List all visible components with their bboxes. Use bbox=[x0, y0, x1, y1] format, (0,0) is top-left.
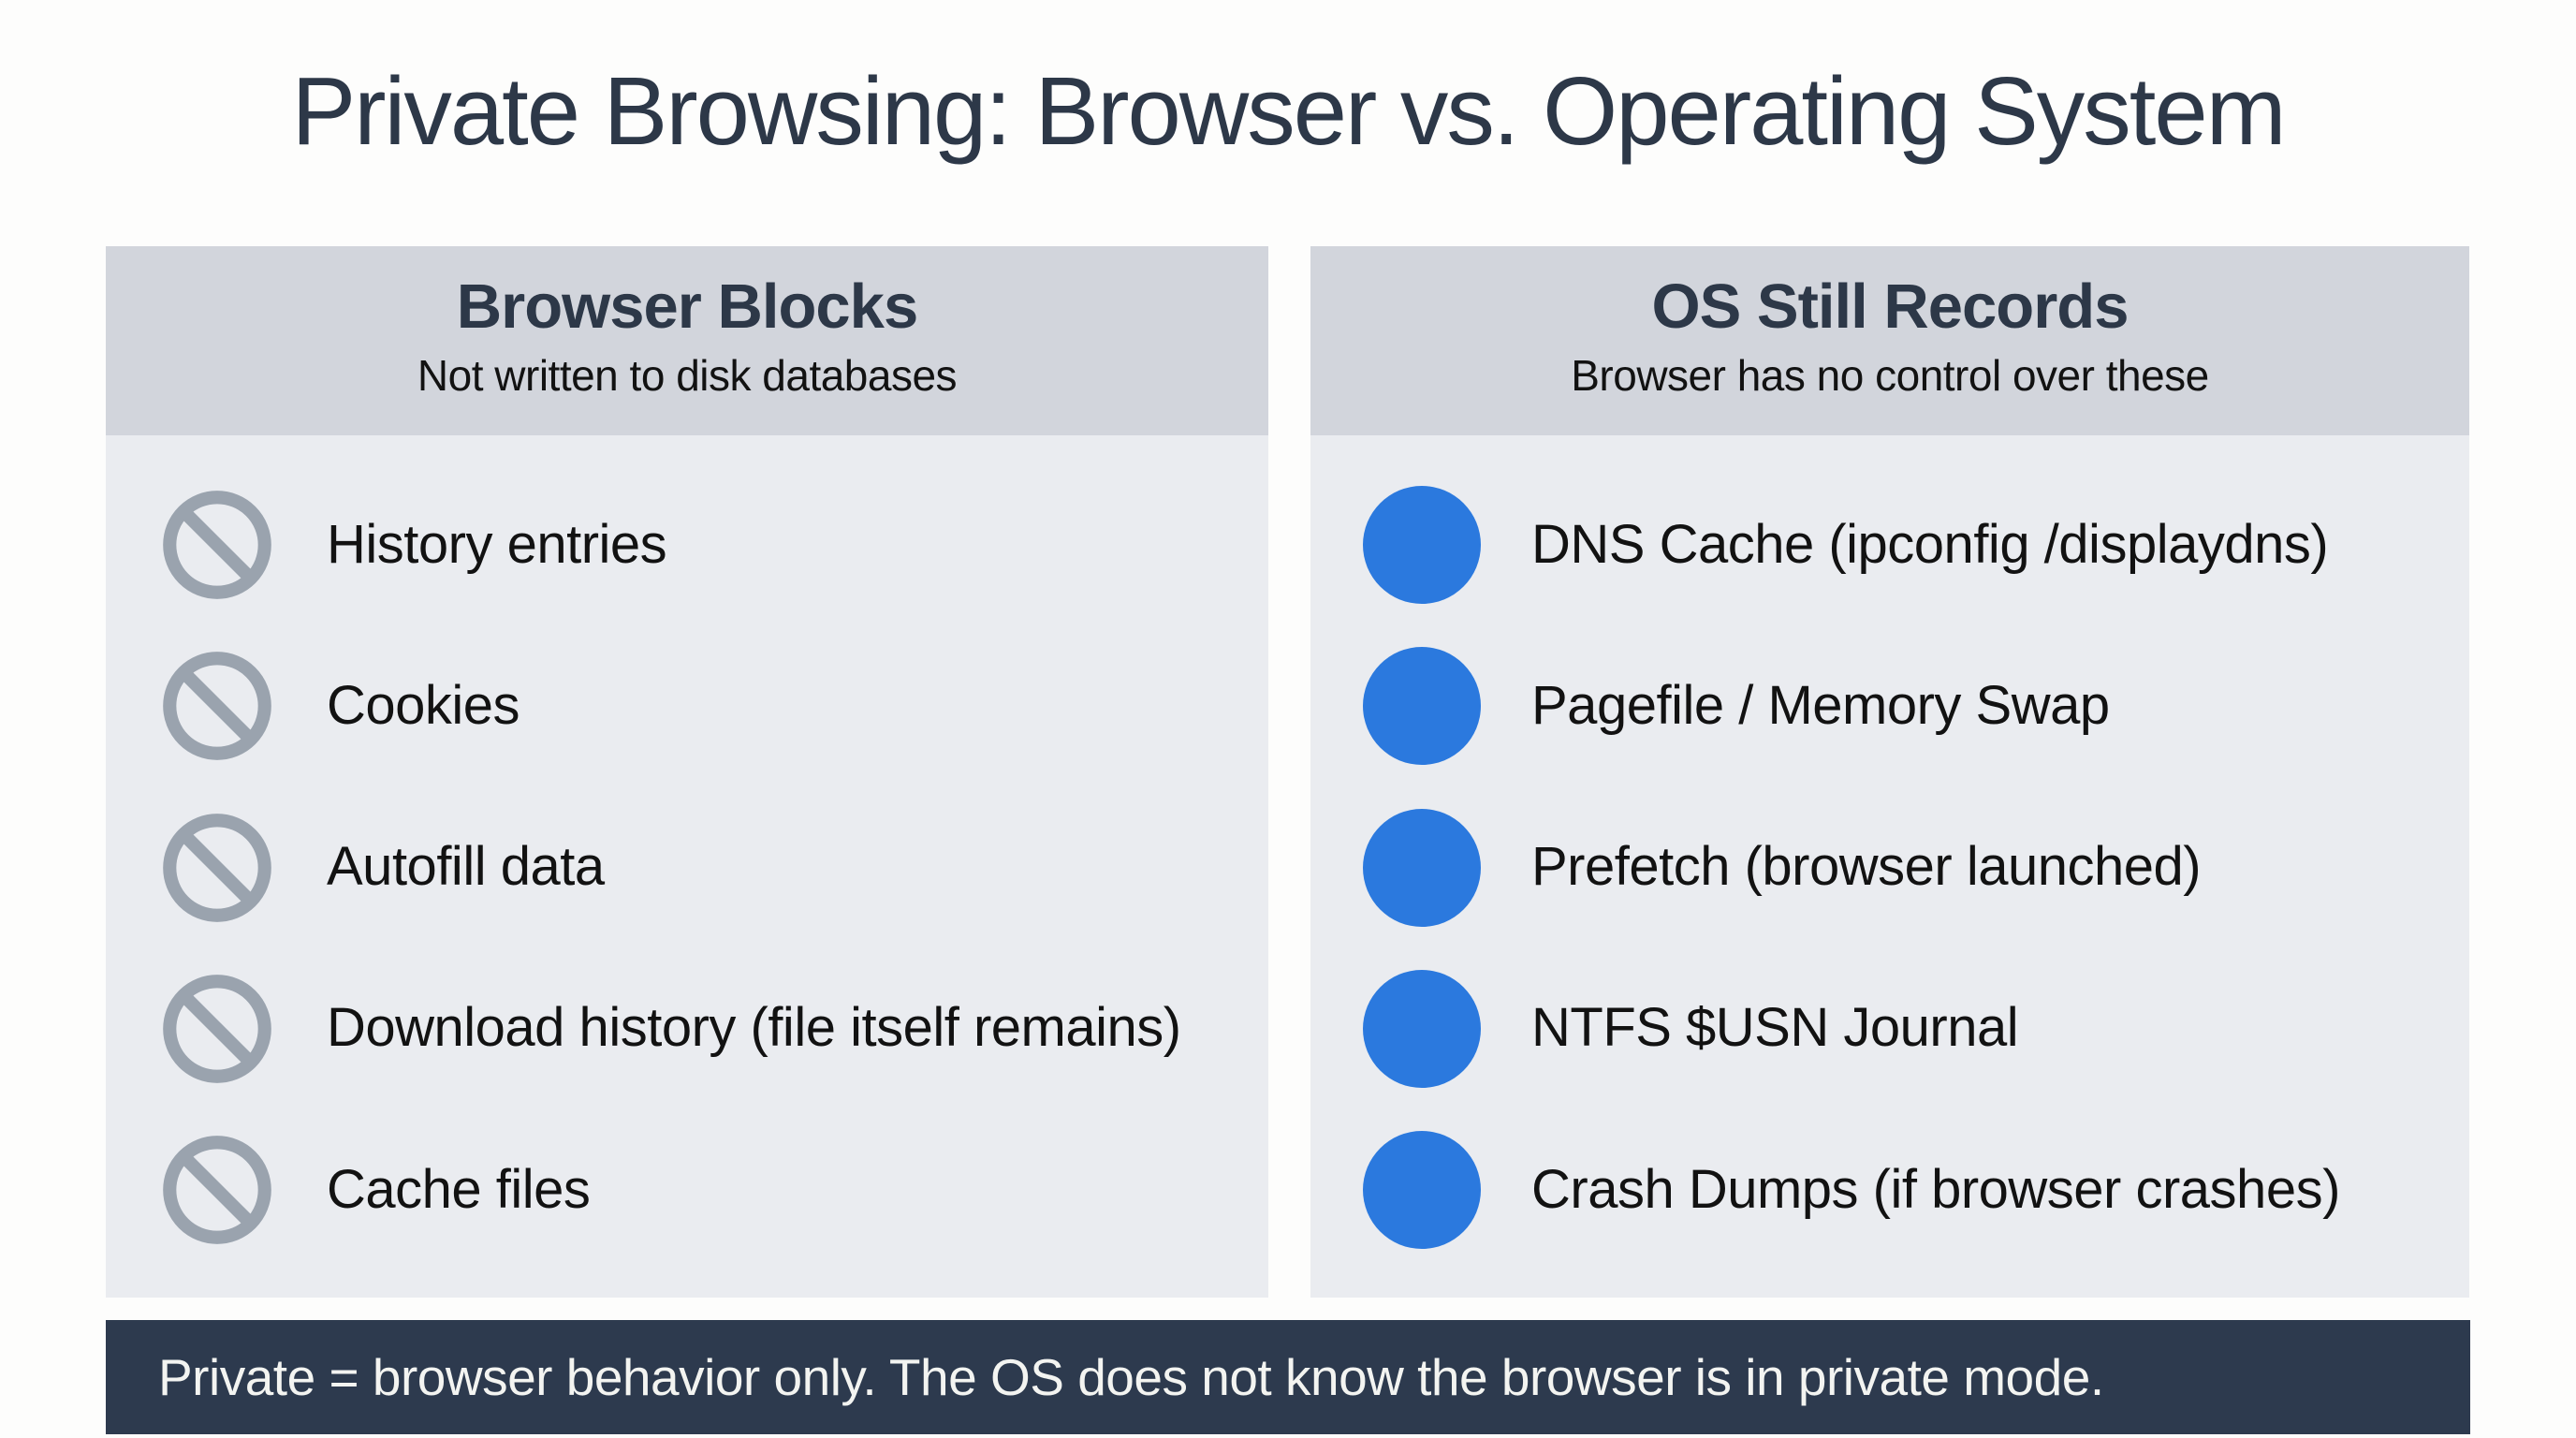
no-entry-icon bbox=[158, 486, 276, 604]
list-item: Download history (file itself remains) bbox=[158, 970, 1231, 1088]
filled-circle-icon bbox=[1363, 969, 1481, 1088]
os-still-records-heading: OS Still Records bbox=[1651, 271, 2130, 342]
list-item: DNS Cache (ipconfig /displaydns) bbox=[1363, 486, 2432, 604]
list-item: Pagefile / Memory Swap bbox=[1363, 647, 2432, 766]
list-item-label: NTFS $USN Journal bbox=[1531, 997, 2019, 1059]
list-item: Crash Dumps (if browser crashes) bbox=[1363, 1131, 2432, 1249]
browser-blocks-subheading: Not written to disk databases bbox=[417, 351, 958, 401]
list-item: NTFS $USN Journal bbox=[1363, 969, 2432, 1088]
list-item-label: Prefetch (browser launched) bbox=[1531, 836, 2202, 898]
page-title: Private Browsing: Browser vs. Operating … bbox=[291, 57, 2287, 165]
filled-circle-icon bbox=[1363, 1131, 1481, 1249]
list-item: Cache files bbox=[158, 1131, 1231, 1249]
browser-blocks-header: Browser Blocks Not written to disk datab… bbox=[106, 246, 1268, 435]
list-item: Prefetch (browser launched) bbox=[1363, 808, 2432, 927]
list-item-label: Crash Dumps (if browser crashes) bbox=[1531, 1158, 2340, 1220]
list-item-label: Cache files bbox=[327, 1158, 591, 1220]
no-entry-icon bbox=[158, 970, 276, 1088]
os-still-records-header: OS Still Records Browser has no control … bbox=[1310, 246, 2469, 435]
no-entry-icon bbox=[158, 809, 276, 927]
os-still-records-panel: OS Still Records Browser has no control … bbox=[1310, 246, 2469, 1298]
footer-note: Private = browser behavior only. The OS … bbox=[158, 1348, 2104, 1406]
browser-blocks-heading: Browser Blocks bbox=[456, 271, 918, 342]
list-item-label: Cookies bbox=[327, 674, 520, 736]
filled-circle-icon bbox=[1363, 647, 1481, 766]
list-item-label: DNS Cache (ipconfig /displaydns) bbox=[1531, 513, 2329, 575]
no-entry-icon bbox=[158, 647, 276, 765]
browser-blocks-panel: Browser Blocks Not written to disk datab… bbox=[106, 246, 1268, 1298]
list-item: Autofill data bbox=[158, 809, 1231, 927]
list-item-label: History entries bbox=[327, 513, 667, 575]
list-item: History entries bbox=[158, 486, 1231, 604]
list-item-label: Pagefile / Memory Swap bbox=[1531, 674, 2110, 736]
os-still-records-subheading: Browser has no control over these bbox=[1571, 351, 2209, 401]
no-entry-icon bbox=[158, 1131, 276, 1249]
browser-blocks-list: History entries Cookies bbox=[106, 435, 1268, 1298]
filled-circle-icon bbox=[1363, 808, 1481, 927]
os-still-records-list: DNS Cache (ipconfig /displaydns) Pagefil… bbox=[1310, 435, 2469, 1298]
footer-note-bar: Private = browser behavior only. The OS … bbox=[106, 1320, 2470, 1434]
list-item-label: Download history (file itself remains) bbox=[327, 997, 1181, 1059]
list-item-label: Autofill data bbox=[327, 836, 605, 898]
filled-circle-icon bbox=[1363, 486, 1481, 604]
list-item: Cookies bbox=[158, 647, 1231, 765]
